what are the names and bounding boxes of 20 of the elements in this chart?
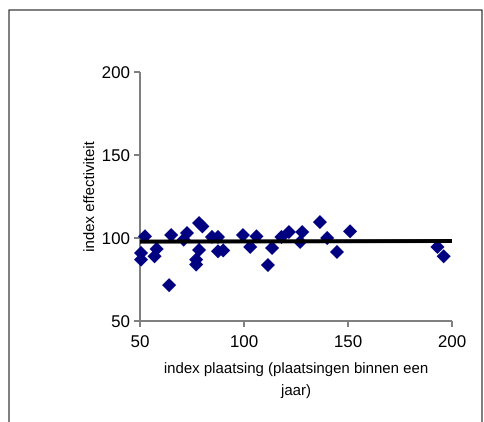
point (260, 258, 275, 272)
point (192, 242, 206, 258)
y-axis-title: index effectiviteit (81, 140, 98, 252)
x-tick-label: 150 (334, 332, 362, 351)
x-tick-label: 50 (130, 332, 150, 351)
x-axis-title: index plaatsing (plaatsingen binnen een jaar) (164, 360, 428, 399)
point (436, 249, 451, 264)
y-tick-label: 200 (102, 62, 130, 82)
x-tick-label: 200 (438, 332, 466, 351)
point (282, 224, 296, 240)
point (343, 224, 358, 238)
point (162, 278, 176, 292)
point (330, 244, 344, 260)
y-tick-label: 50 (111, 312, 130, 331)
x-tick-label: 100 (230, 332, 258, 351)
y-tick-label: 150 (102, 146, 130, 165)
y-tick-label: 100 (102, 228, 130, 248)
point (312, 214, 327, 230)
point (295, 224, 310, 240)
point (195, 219, 210, 234)
